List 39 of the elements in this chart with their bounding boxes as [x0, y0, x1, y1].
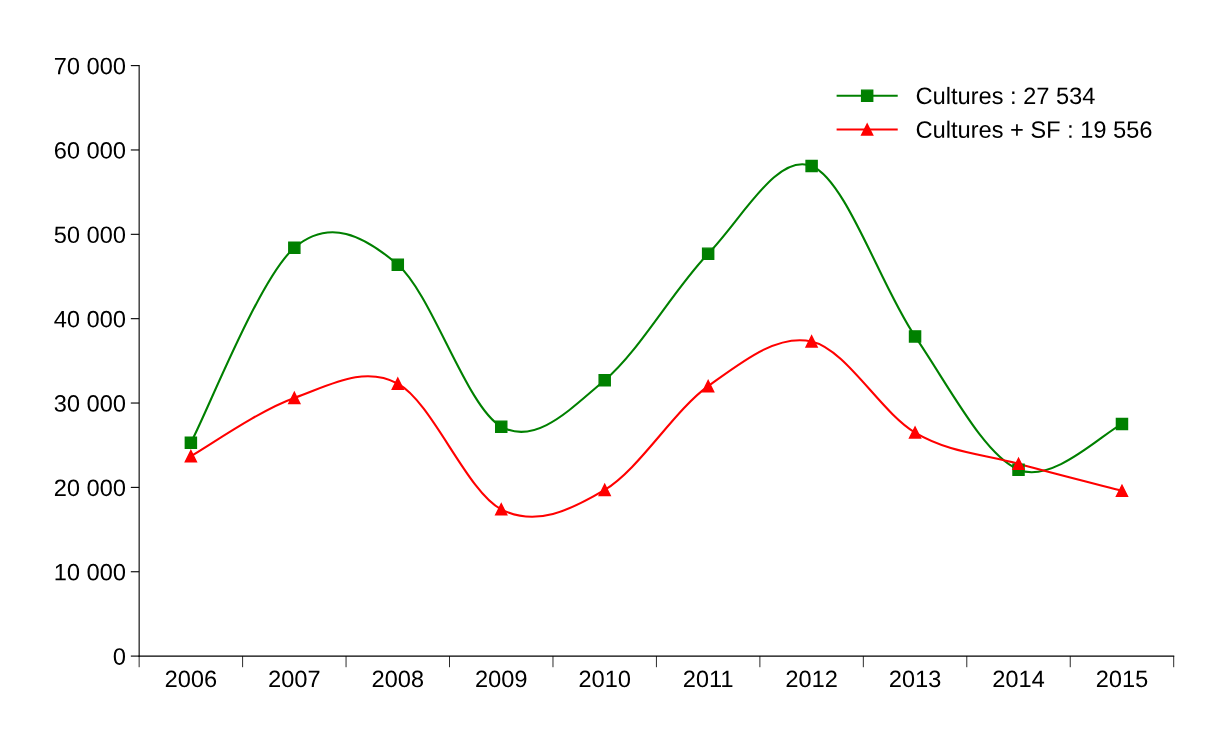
point: [1012, 457, 1025, 471]
x-tick-label: 2007: [269, 670, 320, 688]
point: [908, 426, 922, 439]
point: [494, 420, 508, 433]
point: [391, 377, 405, 390]
x-tick-label: 2012: [786, 670, 837, 688]
y-tick-label: 20 000: [54, 479, 126, 497]
x-tick-label: 2010: [579, 670, 631, 688]
legend-label: Cultures : 27 534: [916, 86, 1095, 105]
x-tick-label: 2014: [993, 670, 1045, 688]
x-tick-label: 2008: [372, 670, 424, 688]
point: [184, 436, 198, 449]
y-tick-label: 0: [113, 648, 126, 665]
y-tick-label: 10 000: [55, 563, 126, 581]
point: [494, 503, 508, 516]
point: [598, 483, 611, 497]
x-tick-label: 2015: [1096, 670, 1148, 688]
x-tick-label: 2013: [889, 670, 941, 688]
y-tick-label: 30 000: [54, 395, 126, 412]
point: [598, 374, 611, 387]
point: [805, 335, 818, 348]
y-tick-label: 60 000: [54, 142, 126, 159]
x-tick-label: 2006: [165, 670, 217, 688]
point: [288, 391, 301, 405]
legend-label: Cultures + SF : 19 556: [916, 120, 1152, 139]
point: [1115, 417, 1129, 431]
point: [805, 159, 818, 173]
y-tick-label: 70 000: [54, 57, 126, 75]
y-tick-label: 50 000: [54, 226, 126, 244]
point: [184, 449, 198, 463]
point: [288, 241, 301, 255]
x-tick-label: 2011: [683, 670, 733, 688]
point: [701, 379, 715, 393]
point: [391, 258, 405, 271]
point: [1115, 484, 1129, 498]
point: [701, 247, 715, 260]
y-tick-label: 40 000: [54, 310, 126, 328]
point: [908, 330, 922, 343]
x-tick-label: 2009: [476, 670, 527, 688]
